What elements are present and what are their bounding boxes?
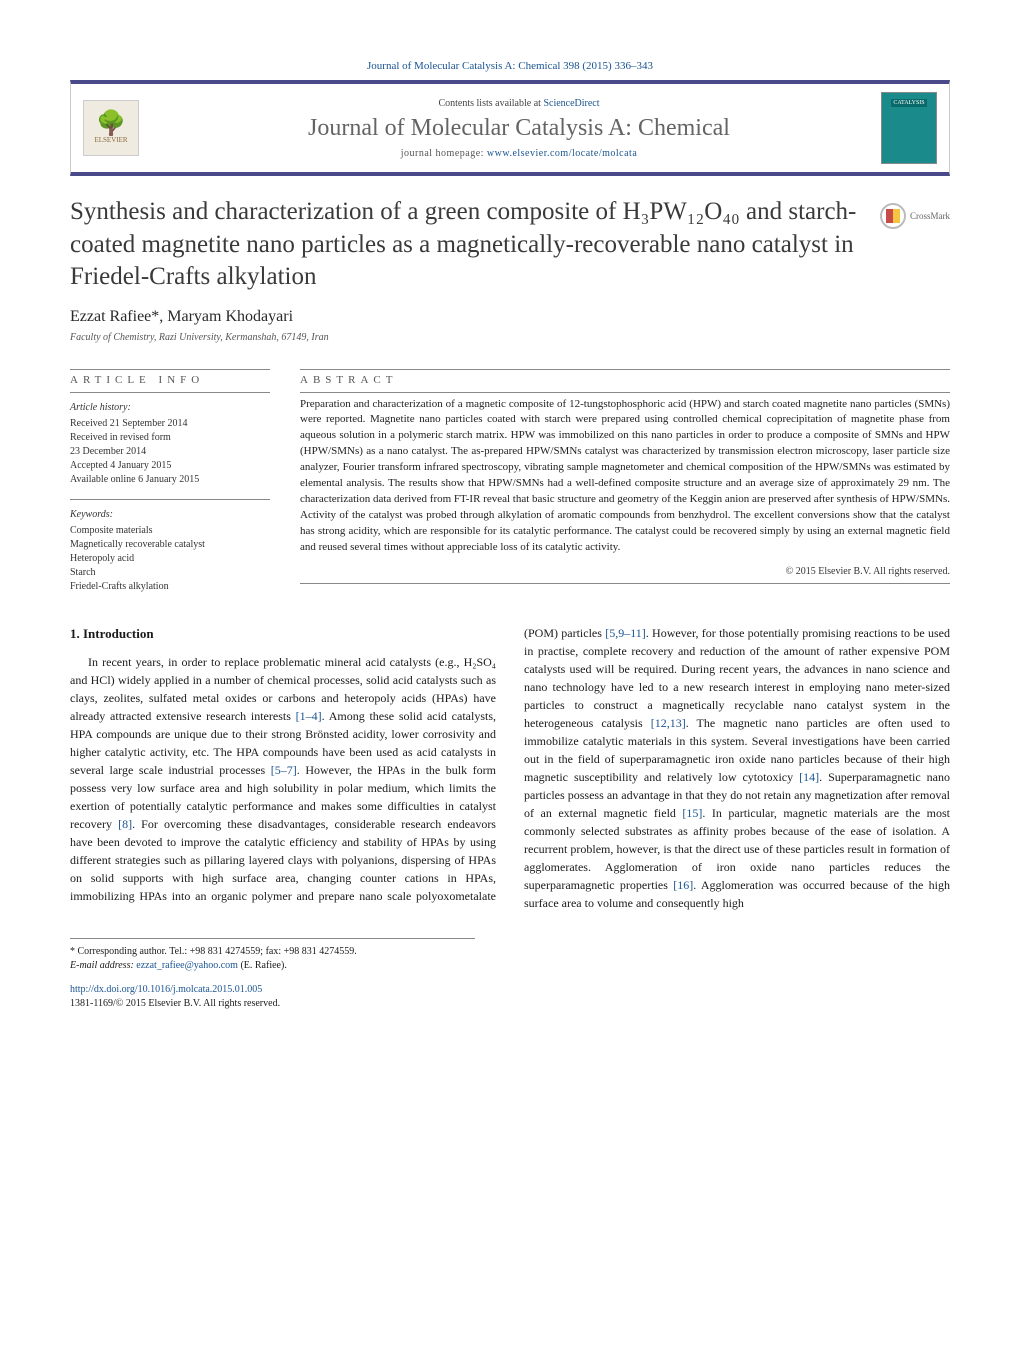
reference-link[interactable]: [14] [799, 770, 819, 784]
doi-block: http://dx.doi.org/10.1016/j.molcata.2015… [70, 983, 950, 1011]
reference-link[interactable]: [5–7] [271, 763, 297, 777]
journal-banner: 🌳 ELSEVIER Contents lists available at S… [70, 80, 950, 176]
divider [70, 392, 270, 393]
history-heading: Article history: [70, 401, 270, 415]
divider [300, 583, 950, 584]
divider [70, 369, 270, 370]
homepage-link[interactable]: www.elsevier.com/locate/molcata [487, 148, 637, 159]
keyword: Composite materials [70, 524, 270, 538]
crossmark-label: CrossMark [910, 211, 950, 221]
contents-prefix: Contents lists available at [438, 98, 543, 109]
history-revised-l2: 23 December 2014 [70, 445, 270, 459]
keyword: Starch [70, 566, 270, 580]
divider [300, 369, 950, 370]
article-title: Synthesis and characterization of a gree… [70, 196, 868, 294]
divider [70, 499, 270, 500]
abstract-column: abstract Preparation and characterizatio… [300, 365, 950, 594]
journal-name: Journal of Molecular Catalysis A: Chemic… [157, 115, 881, 142]
info-abstract-row: article info Article history: Received 2… [70, 365, 950, 594]
divider [300, 392, 950, 393]
keywords-heading: Keywords: [70, 508, 270, 522]
contents-line: Contents lists available at ScienceDirec… [157, 98, 881, 109]
history-revised-l1: Received in revised form [70, 431, 270, 445]
body-columns: 1. Introduction In recent years, in orde… [70, 624, 950, 912]
doi-link[interactable]: http://dx.doi.org/10.1016/j.molcata.2015… [70, 984, 262, 995]
issn-copyright: 1381-1169/© 2015 Elsevier B.V. All right… [70, 997, 950, 1011]
corresponding-author: * Corresponding author. Tel.: +98 831 42… [70, 945, 475, 959]
affiliation: Faculty of Chemistry, Razi University, K… [70, 332, 950, 343]
keyword: Heteropoly acid [70, 552, 270, 566]
reference-link[interactable]: [16] [673, 878, 693, 892]
article-info-label: article info [70, 374, 270, 386]
cover-label: CATALYSIS [891, 99, 926, 107]
reference-link[interactable]: [15] [682, 806, 702, 820]
section-heading: 1. Introduction [70, 624, 496, 644]
history-accepted: Accepted 4 January 2015 [70, 459, 270, 473]
history-online: Available online 6 January 2015 [70, 473, 270, 487]
reference-link[interactable]: [8] [118, 817, 132, 831]
authors: Ezzat Rafiee*, Maryam Khodayari [70, 308, 950, 326]
abstract-copyright: © 2015 Elsevier B.V. All rights reserved… [300, 566, 950, 577]
banner-center: Contents lists available at ScienceDirec… [157, 98, 881, 159]
abstract-label: abstract [300, 374, 950, 386]
title-row: Synthesis and characterization of a gree… [70, 196, 950, 294]
keyword: Magnetically recoverable catalyst [70, 538, 270, 552]
keywords-block: Keywords: Composite materials Magnetical… [70, 508, 270, 594]
keyword: Friedel-Crafts alkylation [70, 580, 270, 594]
body-paragraph: In recent years, in order to replace pro… [70, 624, 950, 912]
homepage-line: journal homepage: www.elsevier.com/locat… [157, 148, 881, 159]
body-text: . However, for those potentially promisi… [524, 626, 950, 730]
reference-link[interactable]: [12,13] [651, 716, 686, 730]
publisher-name: ELSEVIER [94, 136, 127, 144]
reference-link[interactable]: [1–4] [296, 709, 322, 723]
author-email-link[interactable]: ezzat_rafiee@yahoo.com [136, 960, 238, 971]
elsevier-tree-icon: 🌳 [96, 112, 126, 136]
email-suffix: (E. Rafiee). [240, 960, 286, 971]
abstract-text: Preparation and characterization of a ma… [300, 397, 950, 556]
sciencedirect-link[interactable]: ScienceDirect [543, 98, 599, 109]
article-history: Article history: Received 21 September 2… [70, 401, 270, 487]
crossmark-icon [880, 203, 906, 229]
crossmark-badge[interactable]: CrossMark [880, 200, 950, 232]
homepage-prefix: journal homepage: [401, 148, 487, 159]
history-received: Received 21 September 2014 [70, 417, 270, 431]
email-label: E-mail address: [70, 960, 136, 971]
elsevier-logo: 🌳 ELSEVIER [83, 100, 139, 156]
footnotes: * Corresponding author. Tel.: +98 831 42… [70, 938, 475, 973]
header-citation: Journal of Molecular Catalysis A: Chemic… [70, 60, 950, 72]
email-line: E-mail address: ezzat_rafiee@yahoo.com (… [70, 959, 475, 973]
reference-link[interactable]: [5,9–11] [605, 626, 646, 640]
article-info-column: article info Article history: Received 2… [70, 365, 270, 594]
cover-thumbnail: CATALYSIS [881, 92, 937, 164]
